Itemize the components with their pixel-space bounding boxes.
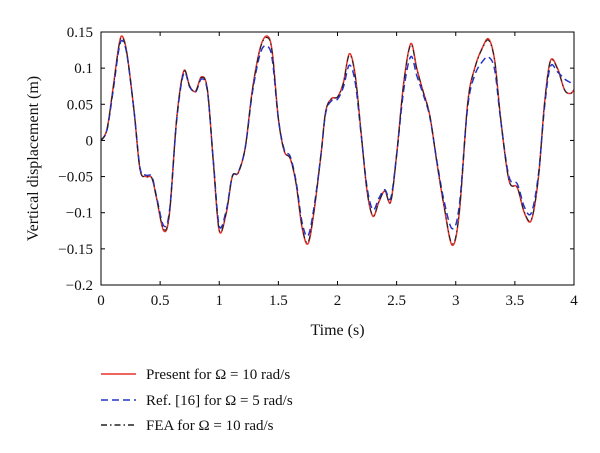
y-tick-label: −0.2	[66, 278, 93, 294]
y-tick-label: −0.05	[58, 170, 93, 186]
x-tick-label: 1.5	[269, 293, 288, 309]
x-tick-label: 3	[452, 293, 460, 309]
x-tick-label: 0	[97, 293, 105, 309]
x-axis-ticks: 0 0.5 1 1.5 2 2.5 3 3.5 4	[97, 32, 578, 309]
x-tick-label: 2.5	[387, 293, 406, 309]
y-axis-ticks: −0.2 −0.15 −0.1 −0.05 0 0.05 0.1 0.15	[58, 25, 574, 294]
y-tick-label: −0.15	[58, 242, 93, 258]
y-tick-label: 0	[86, 133, 94, 149]
legend-label-1: Present for Ω = 10 rad/s	[146, 367, 290, 383]
x-tick-label: 0.5	[151, 293, 170, 309]
y-axis-label: Vertical displacement (m)	[25, 76, 42, 241]
legend: Present for Ω = 10 rad/s Ref. [16] for Ω …	[101, 367, 293, 434]
legend-label-2: Ref. [16] for Ω = 5 rad/s	[146, 393, 293, 409]
plot-frame	[100, 31, 575, 286]
x-tick-label: 2	[334, 293, 342, 309]
plot-lines	[100, 35, 575, 246]
y-tick-label: 0.15	[67, 25, 93, 41]
x-tick-label: 3.5	[506, 293, 525, 309]
x-axis-label: Time (s)	[310, 322, 364, 339]
legend-label-3: FEA for Ω = 10 rad/s	[146, 418, 274, 434]
y-tick-label: −0.1	[66, 206, 93, 222]
y-tick-label: 0.1	[74, 61, 93, 77]
series-line-2	[100, 39, 575, 238]
y-tick-label: 0.05	[67, 97, 93, 113]
series-line-3	[100, 36, 575, 245]
x-tick-label: 4	[570, 293, 578, 309]
x-tick-label: 1	[216, 293, 224, 309]
